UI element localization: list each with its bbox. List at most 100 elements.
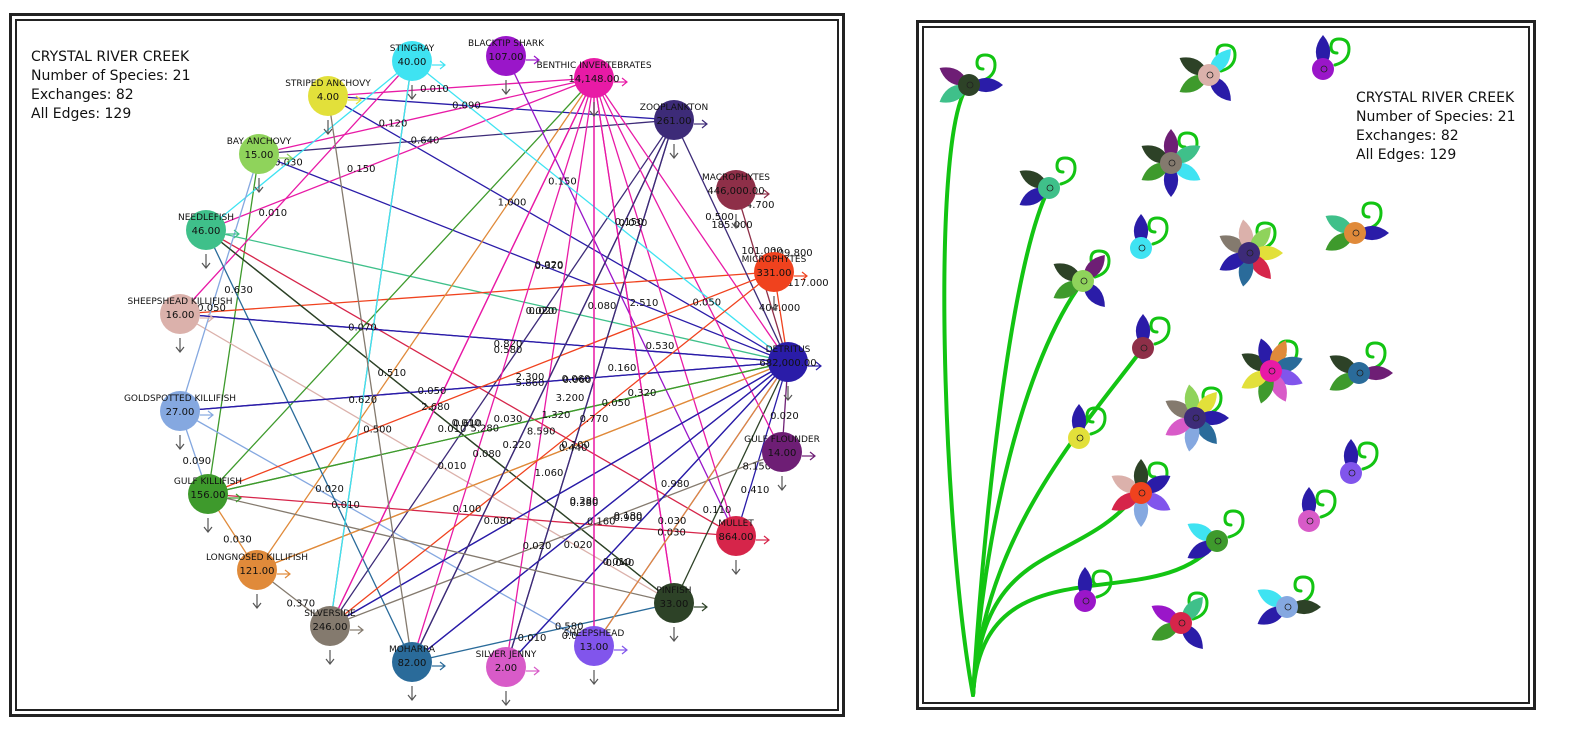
flower[interactable] [939, 53, 1003, 103]
flower[interactable] [1298, 487, 1337, 532]
edge-weight-label: 0.010 [438, 424, 467, 435]
flower[interactable] [1053, 249, 1111, 308]
edge-detritus-to-goldspotted-killifish [179, 361, 789, 412]
down-arrow-icon [669, 152, 679, 159]
edge-label: 0.150 [548, 176, 577, 187]
node-circle[interactable] [486, 36, 526, 76]
info-edges: All Edges: 129 [31, 106, 132, 122]
node-circle[interactable] [486, 647, 526, 687]
edge-weight-label: 0.050 [602, 398, 631, 409]
node-pinfish[interactable]: PINFISH 33.00 [654, 583, 708, 642]
flower[interactable] [1219, 219, 1283, 287]
flower[interactable] [1179, 43, 1237, 102]
node-circle[interactable] [392, 41, 432, 81]
node-circle[interactable] [160, 294, 200, 334]
node-circle[interactable] [716, 170, 756, 210]
flower-center [1072, 270, 1094, 292]
node-gulf-killifish[interactable]: GULF KILLIFISH 156.00 [174, 474, 242, 533]
node-gulf-flounder[interactable]: GULF FLOUNDER 14.00 [744, 432, 820, 491]
node-circle[interactable] [186, 210, 226, 250]
node-needlefish[interactable]: NEEDLEFISH 46.00 [178, 210, 240, 269]
node-circle[interactable] [754, 252, 794, 292]
node-bay-anchovy[interactable]: BAY ANCHOVY 15.00 [227, 134, 293, 193]
node-zooplankton[interactable]: ZOOPLANKTON 261.00 [640, 100, 708, 159]
flower[interactable] [1325, 201, 1389, 251]
edge-label: 0.050 [197, 303, 226, 314]
node-sheepshead[interactable]: SHEEPSHEAD 13.00 [564, 626, 628, 685]
node-circle[interactable] [654, 583, 694, 623]
node-circle[interactable] [392, 642, 432, 682]
node-circle[interactable] [716, 516, 756, 556]
node-name: BAY ANCHOVY [227, 137, 292, 147]
flower[interactable] [1019, 156, 1077, 206]
out-arrow-icon [801, 271, 808, 281]
flower[interactable] [1329, 341, 1393, 391]
edge-weight-label: 0.370 [535, 261, 564, 272]
flower[interactable] [1187, 509, 1245, 559]
node-value: 261.00 [657, 116, 692, 127]
node-silver-jenny[interactable]: SILVER JENNY 2.00 [476, 647, 540, 706]
info-exchanges: Exchanges: 82 [1356, 128, 1459, 144]
node-circle[interactable] [308, 76, 348, 116]
flower[interactable] [1151, 591, 1209, 650]
flower[interactable] [1111, 459, 1171, 527]
node-circle[interactable] [574, 626, 614, 666]
info-species-count: Number of Species: 21 [31, 68, 191, 84]
node-moharra[interactable]: MOHARRA 82.00 [389, 642, 446, 701]
node-silverside[interactable]: SILVERSIDE 246.00 [304, 606, 364, 665]
node-detritus[interactable]: DETRITUS 682,000.00 [759, 342, 822, 401]
edge-needlefish-to-stingray [205, 60, 413, 231]
flower[interactable] [1165, 384, 1229, 452]
out-arrow-icon [763, 535, 770, 545]
flower-center [1198, 64, 1220, 86]
node-circle[interactable] [239, 134, 279, 174]
edge-zooplankton-to-detritus [673, 119, 789, 363]
node-name: PINFISH [656, 586, 691, 596]
edge-pinfish-to-detritus [673, 361, 789, 604]
node-blacktip-shark[interactable]: BLACKTIP SHARK 107.00 [468, 36, 545, 95]
node-macrophytes[interactable]: MACROPHYTES 446,000.00 [702, 170, 770, 229]
node-circle[interactable] [188, 474, 228, 514]
flower[interactable] [1132, 314, 1171, 359]
pollen-icon [1352, 229, 1360, 237]
flower[interactable] [1257, 575, 1321, 625]
flower[interactable] [1141, 129, 1201, 197]
node-longnosed-killifish[interactable]: LONGNOSED KILLIFISH 121.00 [206, 550, 308, 609]
flower[interactable] [1074, 567, 1113, 612]
node-circle[interactable] [237, 550, 277, 590]
out-arrow-icon [701, 602, 708, 612]
edge-label: 0.080 [472, 449, 501, 460]
node-mullet[interactable]: MULLET 864.00 [716, 516, 770, 575]
edge-label: 0.030 [274, 157, 303, 168]
node-circle[interactable] [160, 391, 200, 431]
node-name: GULF KILLIFISH [174, 477, 242, 487]
node-circle[interactable] [762, 432, 802, 472]
edge-weight-label: 0.900 [614, 513, 643, 524]
node-value: 121.00 [240, 566, 275, 577]
node-microphytes[interactable]: MICROPHYTES 331.00 [742, 252, 808, 311]
node-name: SHEEPSHEAD KILLIFISH [128, 297, 233, 307]
flower[interactable] [1130, 214, 1169, 259]
flower[interactable] [1241, 338, 1303, 404]
node-circle[interactable] [574, 58, 614, 98]
node-benthic-invertebrates[interactable]: BENTHIC INVERTEBRATES 14,148.00 [536, 58, 652, 117]
flower-center [1298, 510, 1320, 532]
stem [971, 346, 1145, 697]
flower[interactable] [1068, 404, 1107, 449]
flower[interactable] [1340, 439, 1379, 484]
down-arrow-icon [201, 262, 211, 269]
down-arrow-icon [203, 526, 213, 533]
node-circle[interactable] [654, 100, 694, 140]
node-striped-anchovy[interactable]: STRIPED ANCHOVY 4.00 [285, 76, 371, 135]
edge-bay-anchovy-to-detritus [258, 153, 789, 363]
node-circle[interactable] [310, 606, 350, 646]
node-sheepshead-killifish[interactable]: SHEEPSHEAD KILLIFISH 16.00 [128, 294, 233, 353]
flower[interactable] [1312, 35, 1351, 80]
out-arrow-icon [533, 666, 540, 676]
node-stingray[interactable]: STINGRAY 40.00 [390, 41, 446, 100]
node-goldspotted-killifish[interactable]: GOLDSPOTTED KILLIFISH 27.00 [124, 391, 236, 450]
out-arrow-icon [701, 119, 708, 129]
node-circle[interactable] [768, 342, 808, 382]
edge-weight-label: 0.100 [453, 504, 482, 515]
edge-weight-label: 0.010 [518, 633, 547, 644]
